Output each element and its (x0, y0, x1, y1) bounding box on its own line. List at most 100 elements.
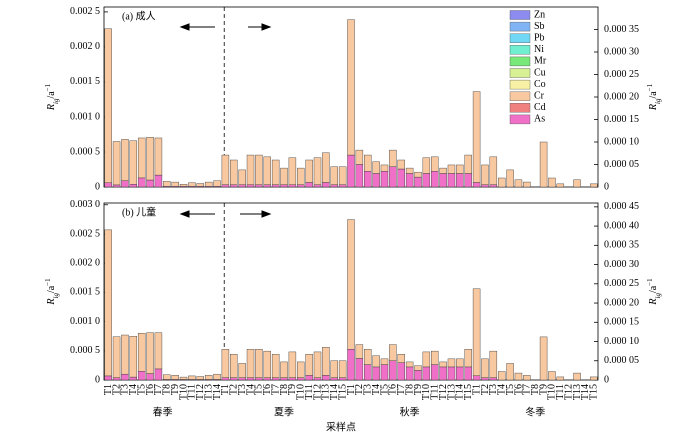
bar-segment (112, 336, 121, 378)
bar-segment (372, 161, 380, 174)
bar-segment (556, 183, 565, 188)
bar-segment (523, 181, 531, 188)
bar-segment (263, 156, 271, 185)
x-tick-label: T14 (212, 384, 223, 400)
y-tick-label: 0.001 5 (70, 287, 100, 298)
x-tick-label: T3 (363, 384, 374, 395)
legend-swatch (509, 114, 531, 125)
group-label: 冬季 (525, 405, 545, 418)
bar-segment (104, 28, 112, 183)
legend-label: Zn (534, 9, 545, 20)
axis-label-part: ig (654, 98, 662, 104)
bar-segment (380, 364, 389, 381)
bar-segment (104, 375, 112, 381)
x-tick-label: T6 (262, 384, 273, 395)
bar-segment (179, 183, 188, 187)
bar-segment (171, 181, 179, 187)
bar-segment (447, 173, 456, 188)
bar-segment (414, 176, 422, 188)
bar-segment (464, 366, 472, 381)
bar-segment (397, 362, 405, 381)
y2-tick-label: 0.000 35 (604, 24, 639, 35)
axis-label-part: R (648, 299, 659, 306)
x-tick-label: T7 (153, 384, 164, 395)
bar-segment (439, 366, 447, 381)
legend-label: Sb (534, 21, 545, 32)
x-tick-label: T13 (203, 384, 214, 400)
bar-segment (288, 184, 297, 188)
legend-swatch (509, 10, 531, 20)
bar-segment (489, 350, 498, 378)
x-tick-label: T13 (321, 384, 332, 400)
bar-segment (548, 371, 556, 381)
legend-swatch (509, 91, 531, 101)
bar-segment (439, 173, 447, 188)
y2-tick-label: 0.000 05 (604, 159, 639, 170)
bar-segment (506, 169, 514, 188)
bar-segment (305, 354, 313, 376)
bar-segment (129, 376, 138, 381)
bar-segment (372, 173, 380, 188)
bar-segment (439, 167, 447, 174)
bar-segment (305, 182, 313, 188)
bar-segment (414, 365, 422, 371)
bar-segment (456, 366, 464, 381)
bar-segment (104, 182, 112, 188)
bar-segment (221, 349, 230, 378)
y2-tick-label: 0.000 35 (604, 240, 639, 251)
x-tick-label: T10 (178, 384, 189, 400)
bar-segment (146, 373, 154, 381)
axis-label: Rig/a−1 (646, 278, 662, 306)
group-label: 夏季 (274, 406, 294, 418)
y2-tick-label: 0.000 15 (604, 317, 639, 328)
y-tick-label: 0.002 5 (70, 228, 100, 239)
x-tick-label: T7 (270, 384, 281, 395)
axis-label-part: −1 (44, 278, 52, 286)
bar-segment (338, 166, 347, 185)
x-tick-label: T10 (296, 384, 307, 400)
bar-segment (280, 167, 288, 185)
bar-segment (121, 334, 129, 375)
x-tick-label: T7 (522, 384, 533, 395)
x-tick-label: T6 (388, 384, 399, 395)
x-tick-label: T4 (371, 384, 382, 395)
x-tick-label: T6 (145, 384, 156, 395)
bar-segment (539, 141, 548, 188)
x-axis-label: 采样点 (326, 420, 356, 433)
bar-segment (313, 157, 322, 185)
x-tick-label: T12 (438, 384, 449, 400)
x-tick-label: T8 (530, 384, 541, 395)
bar-segment (255, 154, 263, 185)
legend-swatch (509, 68, 531, 78)
x-tick-label: T13 (572, 384, 583, 400)
legend-label: Cu (534, 67, 546, 78)
bar-segment (464, 173, 472, 188)
x-tick-label: T2 (354, 384, 365, 395)
legend-label: Ni (534, 44, 544, 55)
x-tick-label: T9 (170, 384, 181, 395)
bar-segment (414, 171, 422, 178)
y2-tick-label: 0.000 25 (604, 278, 639, 289)
bar-segment (330, 166, 338, 185)
y2-tick-label: 0.000 10 (604, 336, 639, 347)
bar-segment (221, 184, 230, 188)
bar-segment (514, 179, 523, 188)
bar-segment (355, 149, 364, 165)
bar-segment (431, 350, 439, 365)
bar-segment (573, 179, 581, 188)
bar-segment (456, 358, 464, 368)
bar-segment (129, 335, 138, 378)
bar-segment (288, 377, 297, 381)
bar-segment (322, 152, 330, 183)
bar-segment (338, 184, 347, 188)
bar-segment (481, 164, 489, 185)
arrows (179, 23, 272, 218)
x-tick-label: T11 (304, 384, 315, 400)
bar-segment (263, 377, 271, 381)
bar-segment (112, 141, 121, 186)
bar-segment (163, 374, 171, 380)
panel-title: (a) 成人 (122, 10, 156, 22)
x-tick-label: T15 (589, 384, 600, 400)
y-tick-label: 0.003 0 (70, 199, 100, 210)
y-tick-label: 0.002 0 (70, 41, 100, 52)
